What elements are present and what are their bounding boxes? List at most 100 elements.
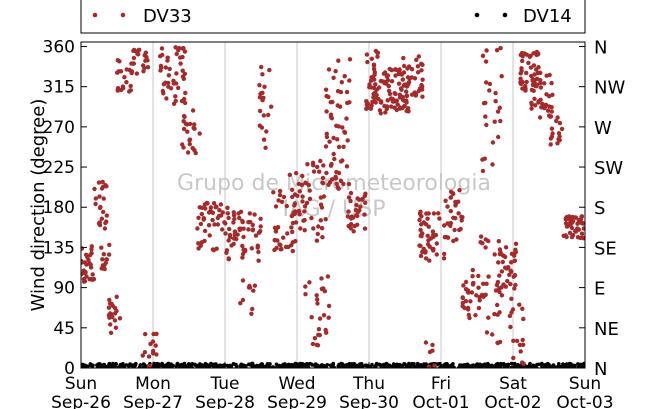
dv14-point — [358, 364, 363, 368]
dv33-point — [486, 315, 491, 320]
dv33-point — [328, 112, 334, 117]
dv33-point — [477, 298, 482, 303]
dv33-point — [208, 208, 213, 213]
dv33-point — [302, 204, 308, 209]
dv33-point — [559, 126, 565, 132]
dv33-point — [275, 238, 280, 243]
dv33-point — [393, 91, 398, 97]
x-tick-label-date: Oct-02 — [484, 393, 541, 409]
dv33-point — [533, 103, 538, 108]
dv33-point — [496, 134, 501, 140]
dv33-point — [460, 295, 465, 300]
dv33-point — [323, 87, 329, 92]
dv33-point — [302, 228, 307, 233]
x-tick-label-day: Sat — [499, 374, 527, 394]
dv33-point — [190, 145, 195, 151]
dv33-point — [521, 361, 526, 366]
dv33-point — [378, 100, 384, 105]
x-tick-label-day: Thu — [352, 374, 385, 394]
dv33-point — [514, 338, 520, 344]
dv33-point — [324, 170, 329, 176]
dv33-point — [416, 54, 421, 59]
dv14-point — [396, 365, 401, 368]
dv33-point — [260, 72, 265, 77]
dv33-point — [512, 258, 518, 263]
dv33-point — [108, 322, 113, 327]
dv14-point — [204, 365, 209, 368]
dv14-point — [384, 361, 389, 366]
dv33-point — [498, 45, 503, 51]
dv33-point — [372, 77, 377, 82]
dv14-point — [546, 361, 550, 366]
data-points — [81, 45, 585, 368]
dv33-point — [332, 156, 337, 162]
x-tick-label-day: Mon — [135, 374, 171, 394]
dv33-point — [400, 105, 405, 111]
dv33-point — [98, 204, 103, 210]
y2-tick-label: SW — [594, 158, 623, 179]
dv33-point — [296, 181, 302, 187]
dv14-point — [193, 362, 197, 367]
dv14-point — [122, 364, 127, 368]
dv14-point — [183, 363, 188, 368]
dv33-point — [409, 92, 415, 97]
dv33-point — [124, 67, 129, 72]
dv33-point — [423, 249, 428, 254]
dv33-point — [445, 204, 450, 209]
dv33-point — [249, 311, 254, 316]
dv33-point — [257, 83, 262, 88]
dv33-point — [142, 53, 147, 58]
legend-dv33-marker — [120, 12, 126, 18]
dv33-point — [550, 92, 555, 98]
dv33-point — [529, 106, 534, 111]
dv33-point — [451, 238, 456, 244]
dv33-point — [196, 215, 201, 220]
dv33-point — [197, 205, 202, 210]
dv33-point — [437, 216, 442, 221]
dv14-point — [315, 364, 320, 368]
dv33-point — [340, 125, 345, 130]
dv14-point — [572, 365, 576, 368]
dv33-point — [566, 221, 571, 226]
dv33-point — [484, 330, 490, 335]
dv14-point — [160, 361, 164, 366]
dv33-point — [401, 55, 406, 61]
dv33-point — [89, 251, 94, 256]
dv14-point — [408, 364, 413, 368]
dv14-point — [188, 362, 193, 367]
dv33-point — [310, 341, 316, 347]
dv33-point — [505, 278, 510, 284]
dv33-point — [106, 305, 112, 310]
dv33-point — [393, 67, 398, 72]
dv14-point — [275, 365, 279, 368]
dv14-point — [167, 364, 172, 368]
dv33-point — [492, 119, 497, 124]
dv33-point — [121, 85, 126, 91]
dv33-point — [431, 211, 437, 216]
dv33-point — [104, 257, 110, 262]
dv33-point — [108, 330, 114, 335]
dv33-point — [128, 83, 133, 89]
dv33-point — [549, 126, 555, 131]
y2-tick-label: E — [594, 279, 605, 300]
dv33-point — [323, 217, 328, 222]
dv33-point — [113, 325, 119, 330]
dv33-point — [258, 224, 263, 229]
dv33-point — [217, 208, 222, 213]
dv33-point — [484, 281, 489, 286]
dv33-point — [462, 305, 467, 311]
dv33-point — [321, 163, 326, 168]
dv33-point — [203, 206, 208, 211]
dv33-point — [163, 80, 168, 85]
dv33-point — [104, 213, 110, 218]
dv33-point — [412, 76, 418, 81]
dv33-point — [369, 56, 374, 61]
dv33-point — [342, 74, 347, 79]
dv33-point — [324, 134, 330, 140]
dv33-point — [375, 50, 381, 55]
dv33-point — [453, 203, 458, 208]
dv33-point — [298, 226, 303, 231]
dv33-point — [400, 97, 406, 103]
dv33-point — [358, 204, 363, 209]
dv33-point — [513, 282, 518, 288]
